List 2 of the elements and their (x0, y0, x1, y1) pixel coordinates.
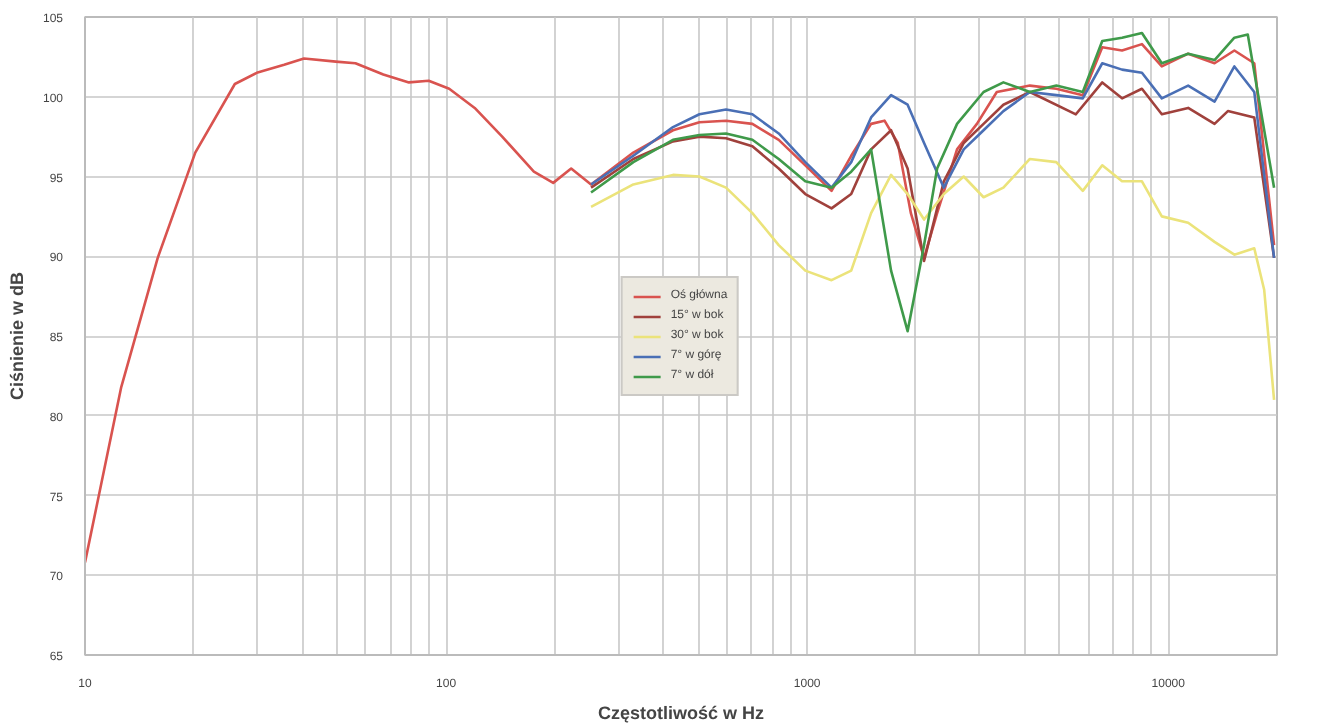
x-axis-title: Częstotliwość w Hz (597, 703, 766, 723)
y-axis-title: Ciśnienie w dB (6, 270, 27, 401)
